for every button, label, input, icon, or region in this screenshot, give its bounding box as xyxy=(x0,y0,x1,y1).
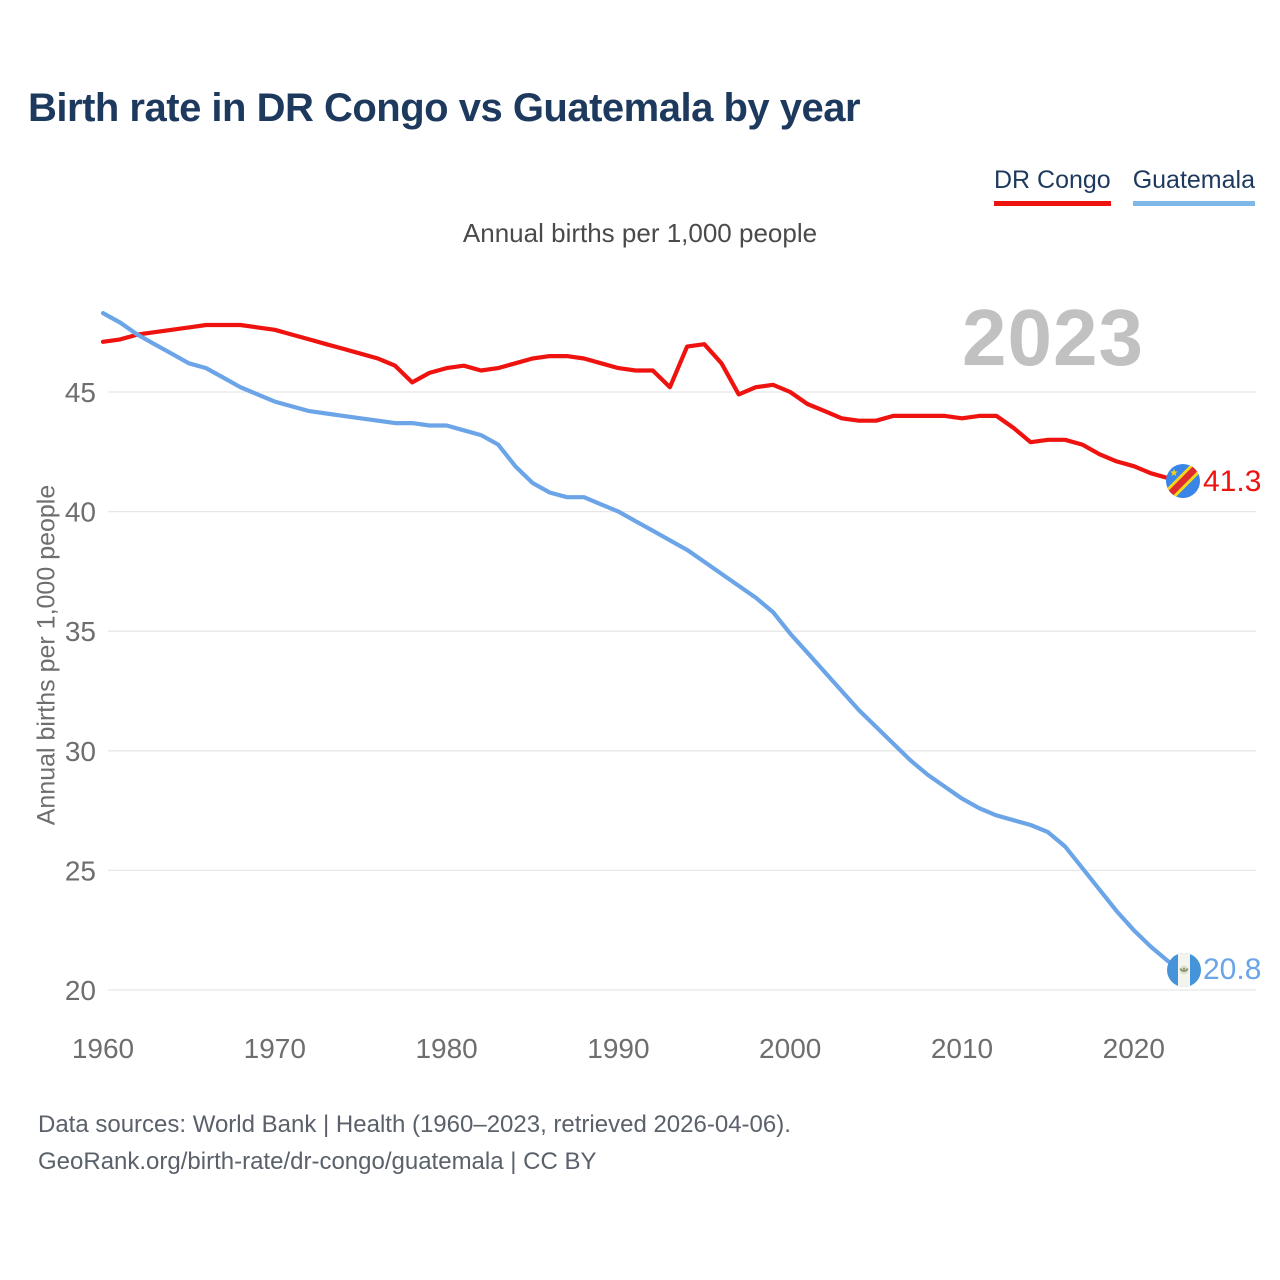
footer: Data sources: World Bank | Health (1960–… xyxy=(38,1106,791,1180)
y-tick-label: 35 xyxy=(65,616,96,647)
y-tick-label: 25 xyxy=(65,855,96,886)
x-tick-label: 2020 xyxy=(1103,1033,1165,1064)
y-tick-label: 40 xyxy=(65,497,96,528)
legend-item-guatemala[interactable]: Guatemala xyxy=(1132,166,1255,206)
footer-line-1: Data sources: World Bank | Health (1960–… xyxy=(38,1111,791,1138)
x-tick-label: 2010 xyxy=(931,1033,993,1064)
y-tick-label: 30 xyxy=(65,736,96,767)
y-tick-label: 45 xyxy=(65,377,96,408)
chart-subtitle: Annual births per 1,000 people xyxy=(462,218,818,248)
x-tick-label: 2000 xyxy=(759,1033,821,1064)
legend: DR Congo Guatemala xyxy=(993,166,1255,206)
legend-item-dr-congo[interactable]: DR Congo xyxy=(993,166,1111,206)
x-tick-label: 1980 xyxy=(415,1033,477,1064)
x-tick-label: 1990 xyxy=(587,1033,649,1064)
end-value-guatemala: 20.8 xyxy=(1203,953,1262,986)
series-line-guatemala xyxy=(100,310,1188,974)
series-line-dr-congo xyxy=(100,322,1188,483)
y-tick-label: 20 xyxy=(65,975,96,1006)
line-chart: 45 40 35 30 25 20 1960 1970 1980 1990 2000 2010 2020 xyxy=(65,310,1256,1064)
x-tick-label: 1970 xyxy=(244,1033,306,1064)
end-value-dr-congo: 41.3 xyxy=(1203,465,1262,498)
svg-text:★: ★ xyxy=(1170,468,1179,479)
guatemala-flag-icon xyxy=(1167,953,1201,987)
dr-congo-flag-icon: ★ xyxy=(1166,464,1200,498)
footer-line-2: GeoRank.org/birth-rate/dr-congo/guatemal… xyxy=(38,1148,597,1175)
page-title: Birth rate in DR Congo vs Guatemala by y… xyxy=(28,86,861,130)
watermark-year: 2023 xyxy=(962,293,1144,382)
x-tick-label: 1960 xyxy=(72,1033,134,1064)
